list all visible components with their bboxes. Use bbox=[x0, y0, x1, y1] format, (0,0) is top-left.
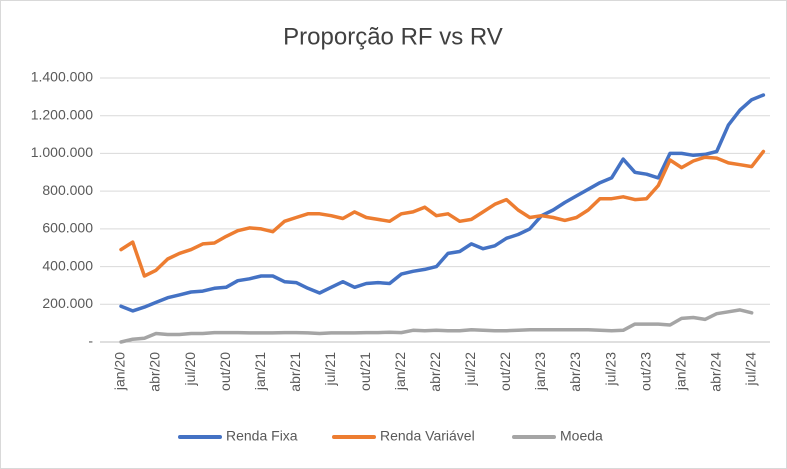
chart-title: Proporção RF vs RV bbox=[283, 23, 503, 50]
y-tick-label: 600.000 bbox=[42, 220, 93, 236]
x-tick-label: jul/23 bbox=[602, 352, 618, 387]
x-tick-label: out/20 bbox=[217, 352, 233, 391]
x-tick-label: jan/21 bbox=[252, 352, 268, 391]
y-tick-label: 400.000 bbox=[42, 257, 93, 273]
y-tick-label: 1.000.000 bbox=[31, 144, 93, 160]
x-tick-label: jul/21 bbox=[322, 352, 338, 387]
x-tick-label: abr/21 bbox=[287, 352, 303, 392]
legend-label: Renda Variável bbox=[380, 428, 475, 444]
x-tick-label: abr/22 bbox=[427, 352, 443, 392]
x-tick-label: abr/24 bbox=[707, 352, 723, 392]
series-line bbox=[119, 308, 754, 344]
y-tick-label: 1.400.000 bbox=[31, 69, 93, 85]
x-tick-label: jan/24 bbox=[672, 352, 688, 391]
y-tick-label: 200.000 bbox=[42, 295, 93, 311]
x-tick-label: jan/20 bbox=[112, 352, 128, 391]
x-tick-label: out/23 bbox=[637, 352, 653, 391]
x-tick-label: out/21 bbox=[357, 352, 373, 391]
legend-label: Renda Fixa bbox=[226, 428, 298, 444]
x-tick-label: out/22 bbox=[497, 352, 513, 391]
series-line bbox=[119, 149, 766, 278]
x-tick-label: abr/20 bbox=[147, 352, 163, 392]
y-tick-label: 800.000 bbox=[42, 182, 93, 198]
y-tick-label: - bbox=[88, 333, 93, 349]
y-tick-label: 1.200.000 bbox=[31, 106, 93, 122]
x-tick-label: jan/22 bbox=[392, 352, 408, 391]
x-tick-label: abr/23 bbox=[567, 352, 583, 392]
x-tick-label: jan/23 bbox=[532, 352, 548, 391]
x-tick-label: jul/20 bbox=[182, 352, 198, 387]
series-line bbox=[119, 93, 766, 313]
legend-label: Moeda bbox=[560, 428, 603, 444]
x-tick-label: jul/24 bbox=[742, 352, 758, 387]
x-tick-label: jul/22 bbox=[462, 352, 478, 387]
